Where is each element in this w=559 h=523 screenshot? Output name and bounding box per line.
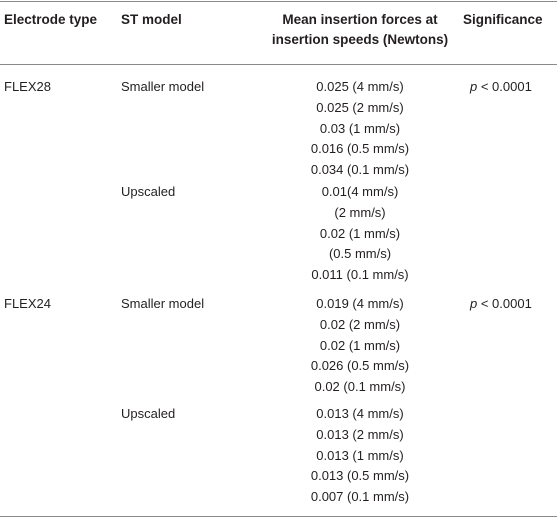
list-item: 0.013 (1 mm/s) [316,447,404,463]
values-flex24-upscaled: 0.013 (4 mm/s) 0.013 (2 mm/s) 0.013 (1 m… [260,404,460,508]
list-item: 0.013 (0.5 mm/s) [310,468,410,484]
list-item: 0.019 (4 mm/s) [316,296,404,311]
model-flex24-upscaled: Upscaled [121,406,176,421]
significance-p-symbol: p [470,296,478,311]
significance-p-symbol: p [470,79,478,94]
table-top-rule [0,1,557,2]
list-item: 0.016 (0.5 mm/s) [310,141,410,157]
list-item: (0.5 mm/s) [328,246,392,262]
significance-value: < 0.0001 [477,296,532,311]
header-st-model: ST model [121,12,182,27]
significance-flex28: p < 0.0001 [470,77,532,97]
model-flex28-smaller: Smaller model [121,79,205,94]
list-item: 0.013 (2 mm/s) [316,426,404,442]
model-flex28-upscaled: Upscaled [121,184,176,199]
list-item: 0.013 (4 mm/s) [316,406,404,421]
list-item: (2 mm/s) [334,204,386,220]
list-item: 0.026 (0.5 mm/s) [310,358,410,374]
list-item: 0.02 (2 mm/s) [319,316,401,332]
header-bottom-rule [0,64,557,65]
header-mean-forces-line2: insertion speeds (Newtons) [271,32,449,47]
list-item: 0.03 (1 mm/s) [319,120,401,136]
header-mean-forces: Mean insertion forces at insertion speed… [260,10,460,50]
electrode-flex24: FLEX24 [4,296,51,311]
header-significance: Significance [463,12,543,27]
values-flex28-smaller: 0.025 (4 mm/s) 0.025 (2 mm/s) 0.03 (1 mm… [260,77,460,181]
list-item: 0.034 (0.1 mm/s) [310,162,410,178]
list-item: 0.01(4 mm/s) [321,184,399,199]
list-item: 0.02 (1 mm/s) [319,337,401,353]
list-item: 0.007 (0.1 mm/s) [310,489,410,505]
table-bottom-rule [0,516,557,517]
values-flex28-upscaled: 0.01(4 mm/s) (2 mm/s) 0.02 (1 mm/s) (0.5… [260,182,460,286]
significance-flex24: p < 0.0001 [470,294,532,314]
model-flex24-smaller: Smaller model [121,296,205,311]
significance-value: < 0.0001 [477,79,532,94]
header-mean-forces-line1: Mean insertion forces at [282,12,438,27]
list-item: 0.02 (0.1 mm/s) [314,379,406,395]
values-flex24-smaller: 0.019 (4 mm/s) 0.02 (2 mm/s) 0.02 (1 mm/… [260,294,460,398]
list-item: 0.011 (0.1 mm/s) [311,267,409,283]
list-item: 0.025 (2 mm/s) [316,99,404,115]
list-item: 0.02 (1 mm/s) [319,225,401,241]
electrode-flex28: FLEX28 [4,79,51,94]
list-item: 0.025 (4 mm/s) [316,79,404,94]
header-electrode-type: Electrode type [4,12,98,27]
